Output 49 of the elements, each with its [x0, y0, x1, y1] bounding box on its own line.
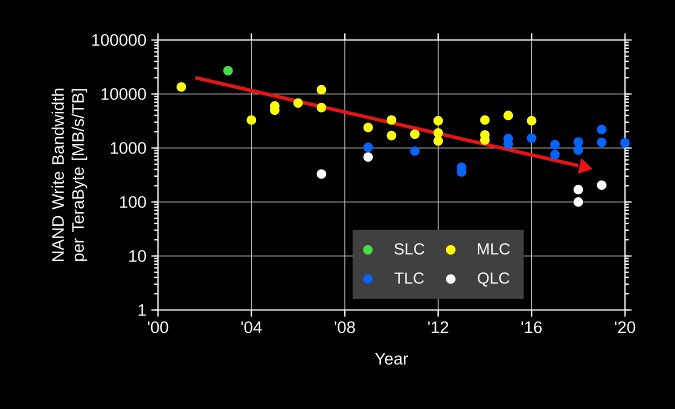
- point: [573, 184, 584, 194]
- y-tick-label: 100: [120, 196, 146, 208]
- y-axis-title: NAND Write Bandwidth per TeraByte [MB/s/TB]: [52, 88, 88, 261]
- point: [573, 137, 584, 147]
- point: [573, 197, 584, 207]
- point: [480, 115, 490, 125]
- point: [363, 122, 373, 132]
- point: [433, 128, 444, 138]
- point: [386, 130, 396, 140]
- point: [316, 169, 326, 179]
- point: [176, 82, 186, 92]
- point: [503, 110, 514, 120]
- point: [550, 150, 560, 160]
- point: [316, 102, 326, 112]
- x-tick-label: '00: [148, 321, 168, 334]
- y-tick-label: 10: [129, 250, 146, 262]
- y-tick-label: 1000: [110, 142, 146, 154]
- point: [433, 136, 444, 146]
- point: [526, 133, 536, 143]
- point: [596, 124, 606, 134]
- point: [526, 116, 536, 126]
- point: [410, 146, 420, 156]
- x-tick-label: '16: [522, 321, 542, 334]
- point: [363, 152, 373, 162]
- y-tick-label: 100000: [92, 34, 146, 46]
- point: [573, 145, 584, 155]
- point: [596, 138, 606, 148]
- point: [293, 98, 303, 108]
- x-tick-label: '04: [241, 321, 262, 334]
- point: [550, 140, 560, 150]
- point: [316, 84, 326, 95]
- x-axis-title: Year: [375, 352, 408, 365]
- point: [596, 180, 606, 190]
- legend-label: SLC: [394, 243, 424, 255]
- point: [433, 116, 444, 126]
- point: [223, 66, 233, 76]
- y-tick-label: 1: [138, 304, 146, 316]
- x-tick-label: '20: [614, 321, 636, 334]
- point: [386, 115, 396, 125]
- x-tick-label: '12: [428, 321, 448, 333]
- point: [620, 138, 630, 148]
- legend-label: QLC: [478, 272, 510, 287]
- y-tick-label: 10000: [102, 88, 146, 100]
- legend-label: TLC: [394, 272, 424, 284]
- point: [410, 129, 420, 140]
- legend-label: MLC: [478, 243, 510, 255]
- x-tick-label: '08: [334, 321, 355, 334]
- point: [246, 115, 256, 125]
- point: [363, 142, 373, 152]
